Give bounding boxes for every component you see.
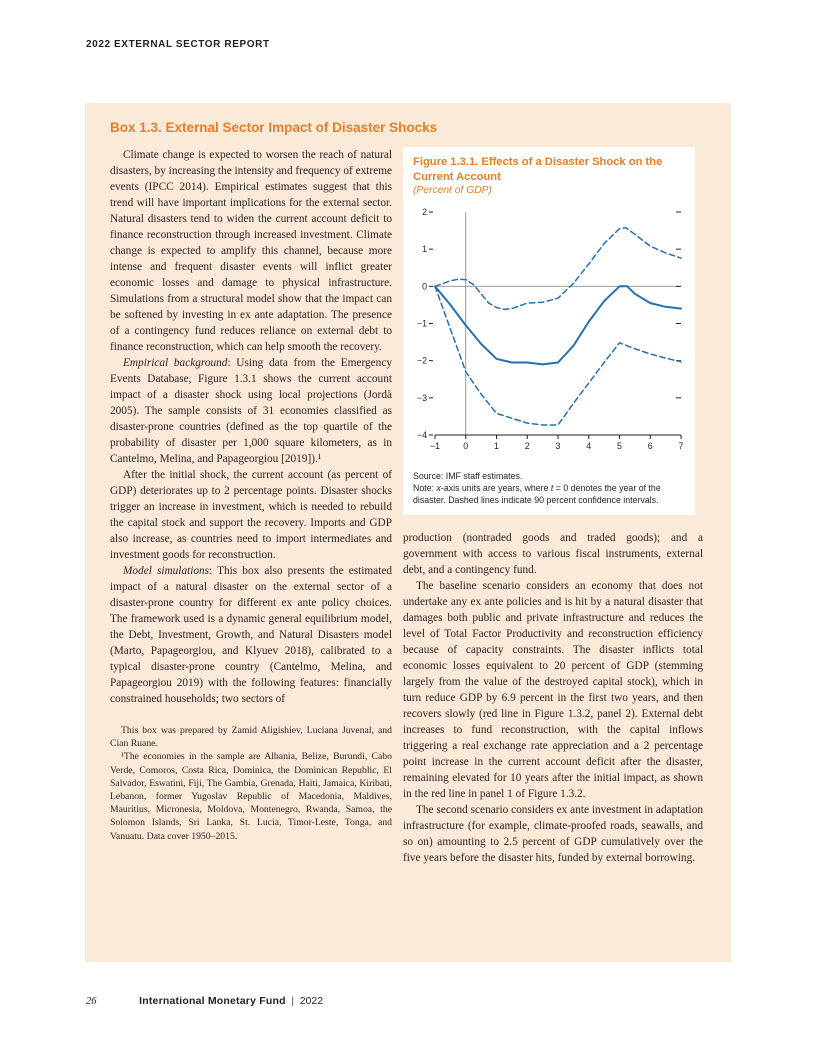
paragraph-production-continuation: production (nontraded goods and traded g… xyxy=(403,532,703,577)
right-column: Figure 1.3.1. Effects of a Disaster Shoc… xyxy=(403,147,703,866)
paragraph-baseline-scenario: The baseline scenario considers an econo… xyxy=(403,580,703,801)
paragraph-model-simulations: Model simulations: This box also present… xyxy=(110,563,392,707)
figure-1-3-1: Figure 1.3.1. Effects of a Disaster Shoc… xyxy=(403,147,695,516)
svg-text:6: 6 xyxy=(648,441,653,451)
note-text-part: t xyxy=(550,482,554,493)
figure-title: Figure 1.3.1. Effects of a Disaster Shoc… xyxy=(413,156,663,183)
paragraph-intro: Climate change is expected to worsen the… xyxy=(110,149,393,353)
figure-subtitle: (Percent of GDP) xyxy=(413,185,492,196)
svg-text:5: 5 xyxy=(617,441,622,451)
paragraph-lead: Empirical background xyxy=(123,357,228,369)
line-chart: −4 −3 −2 −1 0 1 2 −1 0 1 2 3 4 5 6 7 xyxy=(417,207,684,451)
svg-text:0: 0 xyxy=(463,441,468,451)
note-text-part: Note: xyxy=(413,482,437,493)
svg-text:2: 2 xyxy=(422,207,427,217)
svg-text:−3: −3 xyxy=(417,393,427,403)
svg-text:4: 4 xyxy=(586,441,591,451)
svg-text:−1: −1 xyxy=(417,319,427,329)
note-text-part: = 0 denotes the year of the disaster. Da… xyxy=(413,482,661,505)
footer-year: 2022 xyxy=(299,995,324,1007)
left-column: Climate change is expected to worsen the… xyxy=(110,147,392,866)
svg-text:−2: −2 xyxy=(417,356,427,366)
svg-text:1: 1 xyxy=(422,244,427,254)
figure-source-note: Source: IMF staff estimates. Note: x-axi… xyxy=(413,471,685,506)
paragraph-second-scenario: The second scenario considers ex ante in… xyxy=(403,804,703,865)
svg-text:7: 7 xyxy=(679,441,684,451)
source-line: Source: IMF staff estimates. xyxy=(413,471,523,481)
paragraph-after-shock: After the initial shock, the current acc… xyxy=(110,469,392,561)
svg-text:0: 0 xyxy=(422,281,427,291)
box-columns: Climate change is expected to worsen the… xyxy=(85,147,731,866)
paragraph-text: : This box also presents the estimated i… xyxy=(110,565,392,705)
box-title: Box 1.3. External Sector Impact of Disas… xyxy=(110,120,438,135)
running-header: 2022 EXTERNAL SECTOR REPORT xyxy=(86,39,270,50)
note-text-part: x xyxy=(436,482,441,493)
footer-separator: | xyxy=(291,995,295,1007)
figure-chart: −4 −3 −2 −1 0 1 2 −1 0 1 2 3 4 5 6 7 xyxy=(413,202,685,464)
paragraph-lead: Model simulations xyxy=(123,565,210,577)
svg-text:1: 1 xyxy=(494,441,499,451)
footnote-credit: This box was prepared by Zamid Aligishie… xyxy=(110,725,392,750)
footnotes: This box was prepared by Zamid Aligishie… xyxy=(110,724,392,843)
paragraph-text: : Using data from the Emergency Events D… xyxy=(110,357,392,465)
page-number: 26 xyxy=(86,996,97,1007)
svg-text:−4: −4 xyxy=(417,430,427,440)
paragraph-empirical-background: Empirical background: Using data from th… xyxy=(110,355,392,467)
note-text-part: -axis units are years, where xyxy=(440,482,551,493)
svg-text:2: 2 xyxy=(525,441,530,451)
page-footer: 26 International Monetary Fund | 2022 xyxy=(86,995,686,1007)
publisher-name: International Monetary Fund xyxy=(139,995,286,1007)
box-1-3: Box 1.3. External Sector Impact of Disas… xyxy=(85,103,731,962)
figure-note: Note: x-axis units are years, where t = … xyxy=(413,483,685,507)
footnote-1: ¹The economies in the sample are Albania… xyxy=(110,751,392,842)
svg-text:3: 3 xyxy=(556,441,561,451)
svg-text:−1: −1 xyxy=(430,441,440,451)
